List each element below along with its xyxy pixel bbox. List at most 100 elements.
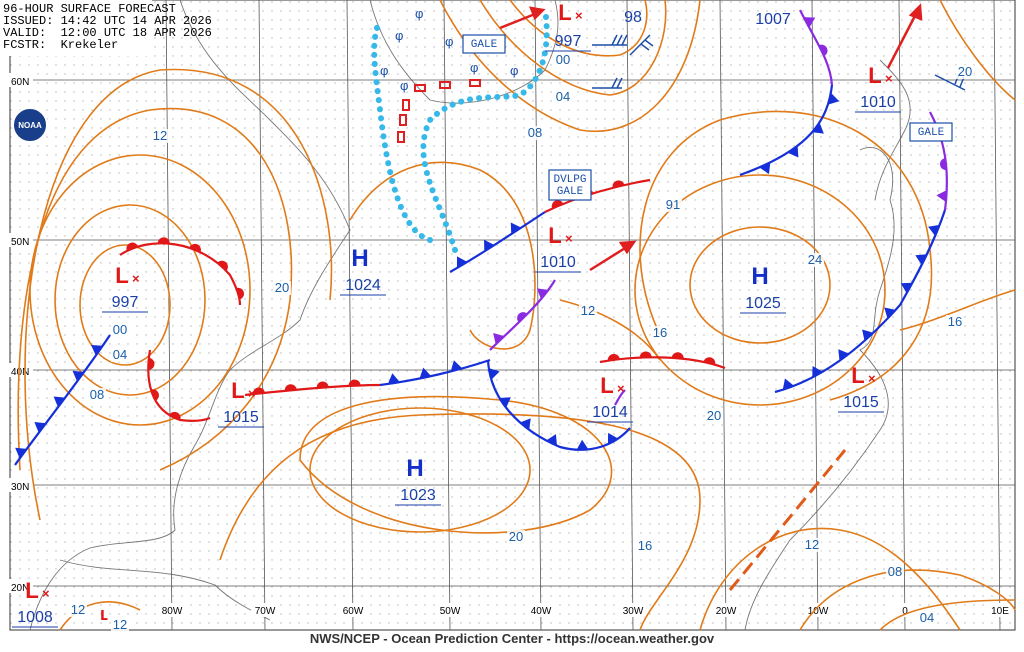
front-semicircle: [169, 411, 181, 421]
front-semicircle: [316, 381, 329, 388]
icing-symbols: φ φφφ φφ φ: [380, 6, 518, 93]
isobar-label: 24: [808, 252, 822, 267]
isobars: [17, 0, 1016, 631]
lat-label-bg: [9, 363, 33, 377]
front-triangle: [900, 282, 913, 294]
svg-text:φ: φ: [400, 78, 408, 93]
lon-label-bg: [619, 603, 647, 617]
front-triangle: [493, 332, 505, 345]
header-line: 96-HOUR SURFACE FORECAST: [3, 2, 176, 16]
isobar-label: 20: [958, 64, 972, 79]
pressure-value: 1015: [223, 409, 259, 426]
front-semicircle: [551, 200, 564, 209]
pressure-value: 1015: [843, 394, 879, 411]
isobar-label: 16: [948, 314, 962, 329]
front-triangle: [828, 92, 840, 105]
isobar-label-bg: [111, 323, 129, 337]
isobar-label: 08: [90, 387, 104, 402]
wind-barbs: [592, 34, 966, 91]
warm-front: [544, 178, 651, 213]
wind-arrows: [499, 3, 923, 272]
isobar-label-bg: [886, 565, 904, 579]
front-triangle: [936, 190, 947, 203]
longitude-line: [346, 0, 354, 631]
svg-text:φ: φ: [445, 34, 453, 49]
low-symbol: ʟ: [100, 604, 108, 624]
cold-front: [739, 84, 834, 177]
pressure-value: 1025: [745, 295, 781, 312]
isobar-label: 12: [805, 537, 819, 552]
longitude-line: [993, 0, 1001, 631]
isobar-label-bg: [526, 126, 544, 140]
front-semicircle: [607, 353, 620, 361]
front-triangle: [484, 239, 495, 252]
isobar-label: 20: [707, 408, 721, 423]
noaa-logo: [12, 107, 48, 143]
lat-label-bg: [9, 579, 33, 593]
isobar-label: 16: [653, 325, 667, 340]
isobar-label-bg: [956, 65, 974, 79]
low-cross: ×: [248, 386, 256, 401]
isobar-label-bg: [111, 348, 129, 362]
longitude-line: [719, 0, 727, 631]
lon-label-bg: [339, 603, 367, 617]
warning-box: [462, 34, 506, 54]
isobar-label: 00: [556, 52, 570, 67]
occl-front: [489, 279, 556, 351]
low-symbol: L: [868, 63, 881, 88]
front-triangle: [787, 145, 799, 158]
fronts: [14, 9, 948, 466]
longitude-label: 10E: [991, 606, 1009, 617]
map-frame: [9, 0, 1016, 631]
low-cross: ×: [565, 231, 573, 246]
front-semicircle: [150, 389, 159, 401]
logo-text: NOAA: [18, 121, 42, 130]
front-semicircle: [157, 237, 170, 244]
front-triangle: [488, 368, 500, 380]
isobar-label: 12: [153, 128, 167, 143]
front-semicircle: [639, 351, 652, 358]
longitude-label: 20W: [716, 606, 737, 617]
front-triangle: [450, 360, 463, 372]
lon-label-bg: [251, 603, 279, 617]
longitude-label: 40W: [531, 606, 552, 617]
occl-front: [614, 389, 626, 406]
isobar-label-bg: [69, 603, 87, 617]
header-line: VALID: 12:00 UTC 18 APR 2026: [3, 26, 212, 40]
pressure-value: 1014: [592, 404, 628, 421]
latitude-label: 20N: [11, 583, 29, 594]
freezing-spray: [397, 79, 481, 143]
ice-edge: [371, 17, 433, 243]
low-cross: ×: [132, 271, 140, 286]
isobar-label-bg: [946, 315, 964, 329]
front-triangle: [546, 434, 557, 446]
front-triangle: [91, 345, 103, 356]
high-symbol: H: [751, 263, 768, 290]
front-triangle: [536, 288, 549, 300]
high-symbol: H: [406, 455, 423, 482]
longitude-label: 30W: [623, 606, 644, 617]
front-triangle: [387, 373, 400, 384]
longitude-line: [626, 0, 634, 631]
front-semicircle: [612, 180, 625, 188]
isobar-label: 04: [556, 89, 570, 104]
lon-label-bg: [158, 603, 186, 617]
front-triangle: [15, 447, 27, 459]
longitude-label: 80W: [162, 606, 183, 617]
front-semicircle: [236, 287, 244, 300]
low-symbol: L: [25, 578, 38, 603]
front-semicircle: [126, 242, 139, 251]
front-triangle: [838, 349, 850, 361]
isobar-label-bg: [273, 281, 291, 295]
front-triangle: [759, 162, 771, 175]
front-triangle: [812, 365, 823, 378]
low-cross: ×: [617, 381, 625, 396]
front-triangle: [915, 254, 927, 266]
ice-edge: [420, 7, 550, 253]
footer: NWS/NCEP - Ocean Prediction Center - htt…: [310, 631, 715, 646]
front-triangle: [862, 329, 874, 341]
front-triangle: [928, 224, 940, 237]
front-triangle: [884, 307, 896, 319]
